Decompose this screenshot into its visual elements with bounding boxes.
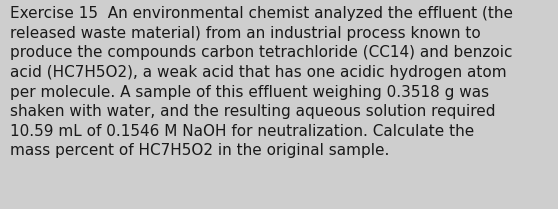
Text: Exercise 15  An environmental chemist analyzed the effluent (the
released waste : Exercise 15 An environmental chemist ana… [10, 6, 513, 158]
